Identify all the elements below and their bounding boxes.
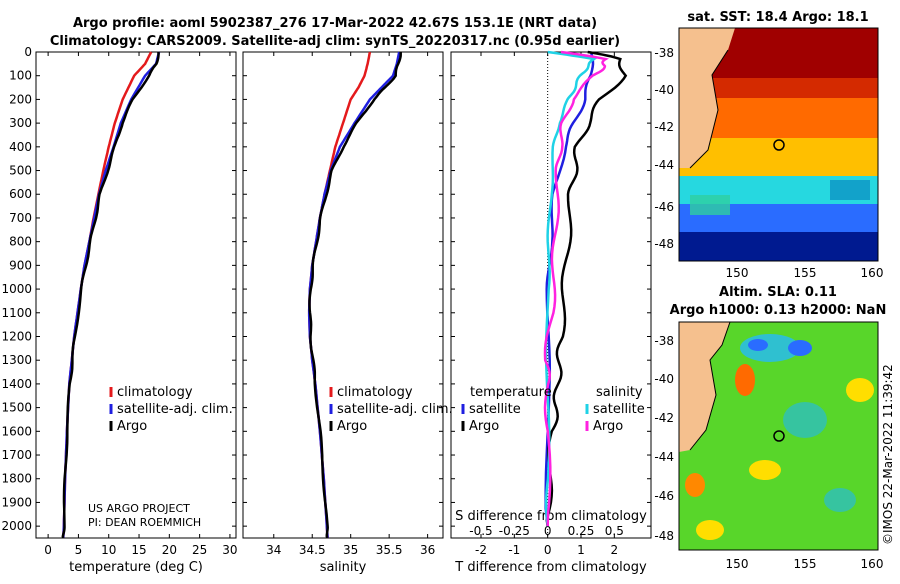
sst-lon-label: 155 <box>794 266 817 280</box>
sla-float-marker <box>773 430 785 442</box>
y-tick-label: 1800 <box>1 472 32 486</box>
tdiff-argo-line <box>545 50 628 527</box>
sla-lat-label: -38 <box>654 334 674 348</box>
legend-diff-s-argo: Argo <box>593 419 623 434</box>
x-tick-label: 30 <box>222 543 237 557</box>
sla-lat-label: -40 <box>654 372 674 386</box>
sla-lat-label: -46 <box>654 489 674 503</box>
y-tick-label: 100 <box>9 69 32 83</box>
x-axis-label: salinity <box>320 560 367 575</box>
project-line2: PI: DEAN ROEMMICH <box>88 516 201 529</box>
x-tick-label: 10 <box>101 543 116 557</box>
sla-map-title2: Argo h1000: 0.13 h2000: NaN <box>670 303 887 318</box>
sst-lat-label: -42 <box>654 120 674 134</box>
legend-temp-argo: Argo <box>117 419 147 434</box>
legend-diff-s-satellite: satellite <box>593 402 645 417</box>
sal-argo-line <box>308 52 402 539</box>
s-tick-label: -0.5 <box>469 524 492 538</box>
x-tick-label: 34 <box>266 543 281 557</box>
sla-map <box>678 321 879 551</box>
sdiff-argo-line <box>543 50 609 527</box>
x-tick-label: 34.5 <box>299 543 326 557</box>
x-tick-label: -2 <box>475 543 487 557</box>
x-tick-label: -1 <box>508 543 520 557</box>
y-tick-label: 200 <box>9 92 32 106</box>
y-tick-label: 1300 <box>1 353 32 367</box>
x-tick-label: 0 <box>544 543 552 557</box>
y-tick-label: 1400 <box>1 377 32 391</box>
y-tick-label: 500 <box>9 164 32 178</box>
sla-lat-label: -48 <box>654 529 674 543</box>
sst-lat-label: -40 <box>654 83 674 97</box>
legend-temp-climatology: climatology <box>117 385 193 400</box>
legend-sal-satellite: satellite-adj. clim. <box>337 402 453 417</box>
sla-map-title1: Altim. SLA: 0.11 <box>719 285 837 300</box>
legend-sal-argo: Argo <box>337 419 367 434</box>
credit-text: ©IMOS 22-Mar-2022 11:39:42 <box>881 364 895 545</box>
panel-frame-2 <box>242 51 444 539</box>
sst-lon-label: 160 <box>861 266 884 280</box>
y-tick-label: 0 <box>24 45 32 59</box>
x-tick-label: 1 <box>577 543 585 557</box>
y-tick-label: 800 <box>9 235 32 249</box>
sst-map <box>678 27 879 262</box>
x-tick-label: 2 <box>611 543 619 557</box>
sst-lat-label: -46 <box>654 200 674 214</box>
y-tick-label: 900 <box>9 258 32 272</box>
y-tick-label: 1100 <box>1 306 32 320</box>
sla-lon-label: 155 <box>794 557 817 571</box>
x-tick-label: 25 <box>192 543 207 557</box>
y-tick-label: 1500 <box>1 401 32 415</box>
x-tick-label: 15 <box>131 543 146 557</box>
legend-temp-satellite: satellite-adj. clim. <box>117 402 233 417</box>
x-axis-label: T difference from climatology <box>454 560 647 575</box>
x-tick-label: 35.5 <box>376 543 403 557</box>
y-tick-label: 2000 <box>1 519 32 533</box>
y-tick-label: 1000 <box>1 282 32 296</box>
sla-lon-label: 150 <box>726 557 749 571</box>
x-tick-label: 5 <box>75 543 83 557</box>
x-tick-label: 0 <box>44 543 52 557</box>
legend-sal-climatology: climatology <box>337 385 413 400</box>
y-tick-label: 600 <box>9 187 32 201</box>
sst-lat-label: -48 <box>654 237 674 251</box>
sst-lon-label: 150 <box>726 266 749 280</box>
sla-lon-label: 160 <box>861 557 884 571</box>
s-tick-label: 0.5 <box>605 524 624 538</box>
legend-diff-t-argo: Argo <box>469 419 499 434</box>
y-tick-label: 300 <box>9 116 32 130</box>
sst-float-marker <box>773 139 785 151</box>
legend-diff-sal-head: salinity <box>596 385 643 400</box>
tdiff-satellite-line <box>544 51 595 527</box>
title-line1: Argo profile: aoml 5902387_276 17-Mar-20… <box>73 16 597 31</box>
y-tick-label: 700 <box>9 211 32 225</box>
project-line1: US ARGO PROJECT <box>88 502 190 515</box>
s-axis-label: S difference from climatology <box>455 509 647 524</box>
sst-map-title: sat. SST: 18.4 Argo: 18.1 <box>687 10 868 25</box>
legend-diff-t-satellite: satellite <box>469 402 521 417</box>
sst-lat-label: -38 <box>654 46 674 60</box>
legend-diff-temp-head: temperature <box>470 385 552 400</box>
s-tick-label: -0.25 <box>499 524 530 538</box>
s-tick-label: 0 <box>544 524 552 538</box>
x-tick-label: 35 <box>343 543 358 557</box>
title-line2: Climatology: CARS2009. Satellite-adj cli… <box>50 34 620 49</box>
y-tick-label: 1700 <box>1 448 32 462</box>
temp-argo-line <box>61 51 160 539</box>
x-tick-label: 20 <box>162 543 177 557</box>
sst-lat-label: -44 <box>654 158 674 172</box>
x-axis-label: temperature (deg C) <box>69 560 203 575</box>
y-tick-label: 1900 <box>1 495 32 509</box>
s-tick-label: 0.25 <box>568 524 595 538</box>
sdiff-satellite-line <box>544 50 598 527</box>
panel-frame-1 <box>35 51 237 539</box>
y-tick-label: 400 <box>9 140 32 154</box>
sla-lat-label: -42 <box>654 411 674 425</box>
x-tick-label: 36 <box>420 543 435 557</box>
y-tick-label: 1600 <box>1 424 32 438</box>
y-tick-label: 1200 <box>1 329 32 343</box>
sla-lat-label: -44 <box>654 450 674 464</box>
